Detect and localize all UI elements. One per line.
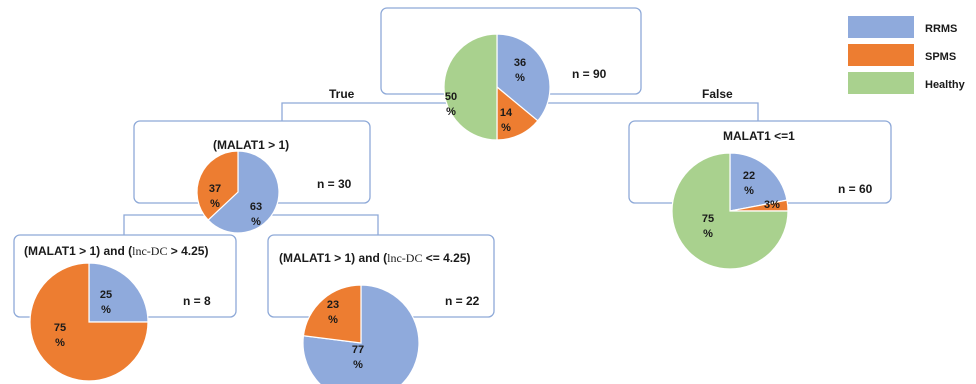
root-pie-slice-rrms <box>496 33 551 122</box>
left-left-node-count: n = 8 <box>183 294 211 308</box>
edge-label-false: False <box>702 87 733 101</box>
root-node-count: n = 90 <box>572 67 607 81</box>
left-left-node-pie: 25% 75% <box>29 262 149 382</box>
root-pie-label-unit-spms: % <box>501 122 511 134</box>
edge-label-true: True <box>329 87 355 101</box>
root-pie-slice-healthy <box>443 33 498 141</box>
root-pie-label-unit-healthy: % <box>446 106 456 118</box>
legend-label-spms: SPMS <box>925 51 956 63</box>
right-pie-label-healthy: 75 <box>702 213 714 225</box>
left-node-title: (MALAT1 > 1) <box>213 138 289 152</box>
right-pie-label-spms: 3% <box>764 199 780 211</box>
left-right-node-count: n = 22 <box>445 294 480 308</box>
left-node-pie: 63% 37% <box>196 150 280 234</box>
right-pie-label-rrms: 22 <box>743 170 755 182</box>
ll-pie-label-unit-rrms: % <box>101 304 111 316</box>
left-pie-label-unit-spms: % <box>210 198 220 210</box>
right-pie-slice-rrms <box>729 152 788 212</box>
left-pie-label-rrms: 63 <box>250 201 262 213</box>
ll-pie-label-unit-spms: % <box>55 337 65 349</box>
left-pie-label-spms: 37 <box>209 183 221 195</box>
legend-swatch-spms <box>848 44 914 66</box>
right-node-pie: 22% 3% 75% <box>671 152 789 270</box>
right-node-count: n = 60 <box>838 182 873 196</box>
legend-swatch-rrms <box>848 16 914 38</box>
lr-pie-slice-spms <box>302 284 362 344</box>
legend-label-rrms: RRMS <box>925 23 957 35</box>
left-right-node-pie: 77% 23% <box>302 284 420 384</box>
ll-pie-slice-rrms <box>88 262 149 323</box>
legend-swatch-healthy <box>848 72 914 94</box>
right-node-title: MALAT1 <=1 <box>723 129 795 143</box>
ll-pie-label-spms: 75 <box>54 322 66 334</box>
root-pie-label-healthy: 50 <box>445 91 457 103</box>
lr-pie-label-spms: 23 <box>327 299 339 311</box>
root-node-pie: 36% 14% 50% <box>443 33 551 141</box>
left-pie-slice-spms <box>196 150 239 221</box>
right-pie-label-unit-rrms: % <box>744 185 754 197</box>
ll-pie-slice-spms <box>29 262 149 382</box>
left-right-node-title: (MALAT1 > 1) and (lnc-DC <= 4.25) <box>279 251 471 265</box>
lr-pie-label-unit-rrms: % <box>353 359 363 371</box>
root-pie-label-rrms: 36 <box>514 57 526 69</box>
left-left-node-title: (MALAT1 > 1) and (lnc-DC > 4.25) <box>24 244 208 258</box>
legend: RRMS SPMS Healthy <box>848 16 966 94</box>
left-pie-label-unit-rrms: % <box>251 216 261 228</box>
root-pie-label-unit-rrms: % <box>515 72 525 84</box>
right-pie-label-unit-healthy: % <box>703 228 713 240</box>
lr-pie-label-unit-spms: % <box>328 314 338 326</box>
root-pie-label-spms: 14 <box>500 107 513 119</box>
lr-pie-label-rrms: 77 <box>352 344 364 356</box>
ll-pie-label-rrms: 25 <box>100 289 112 301</box>
left-node-count: n = 30 <box>317 177 352 191</box>
left-pie-slice-rrms <box>207 150 280 234</box>
lr-pie-slice-rrms <box>302 284 420 384</box>
legend-label-healthy: Healthy <box>925 79 966 91</box>
right-pie-slice-healthy <box>671 152 789 270</box>
